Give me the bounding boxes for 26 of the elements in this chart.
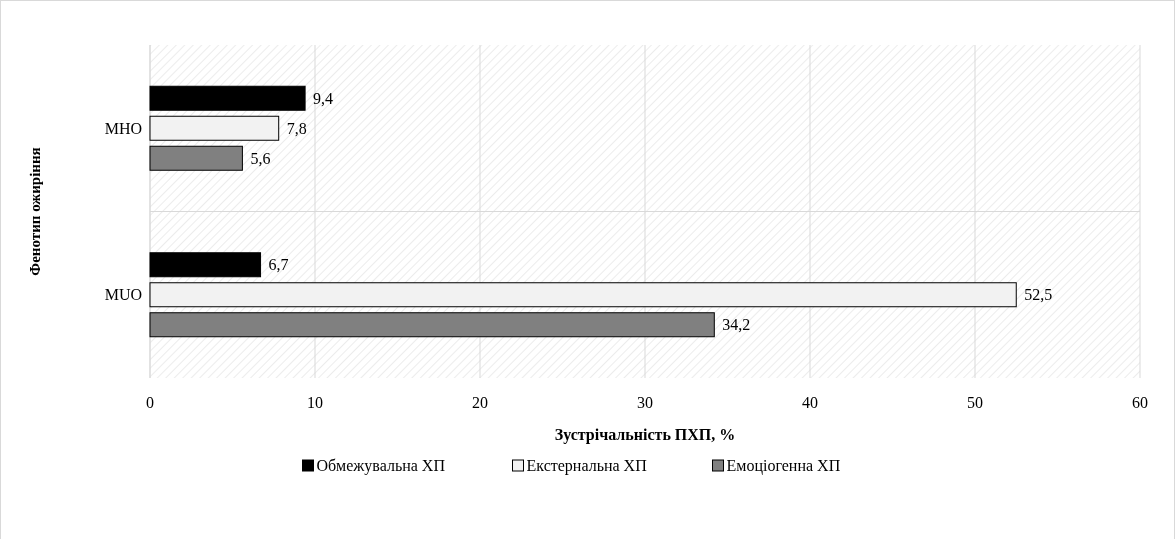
x-tick-label: 0 [146,394,154,411]
legend-label: Обмежувальна ХП [316,457,446,475]
x-tick-label: 50 [967,394,983,411]
bar [149,312,715,338]
data-label: 9,4 [313,89,334,107]
data-label: 6,7 [268,256,289,274]
x-axis-title: Зустрічальність ПХП, % [554,426,736,444]
data-label: 52,5 [1024,286,1053,304]
bar [149,115,280,141]
bar [149,282,1017,308]
x-tick-label: 60 [1132,394,1148,411]
data-label: 34,2 [722,316,751,334]
legend-label: Емоціогенна ХП [726,457,841,475]
legend-label: Екстернальна ХП [526,457,648,475]
y-tick-label: MHO [104,119,142,137]
x-tick-label: 40 [802,394,818,411]
data-label: 7,8 [286,119,307,137]
x-tick-label: 30 [637,394,653,411]
y-tick-label: MUO [104,286,142,304]
bar [149,252,262,278]
bar [149,85,306,111]
x-tick-label: 10 [307,394,323,411]
bar [149,145,243,171]
y-axis-title: Фенотип ожиріння [27,147,43,276]
x-tick-label: 20 [472,394,488,411]
data-label: 5,6 [250,149,271,167]
